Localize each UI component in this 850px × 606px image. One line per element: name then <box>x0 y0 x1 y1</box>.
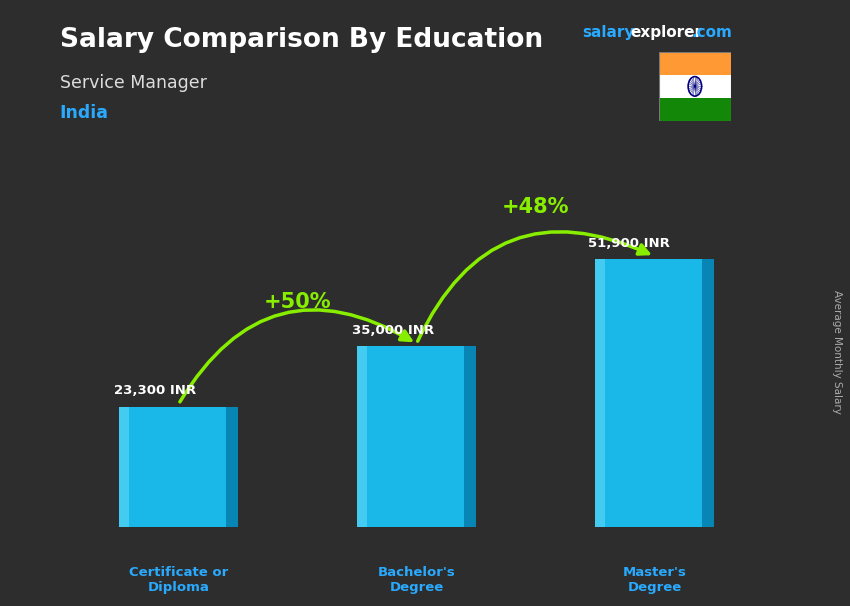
Text: India: India <box>60 104 109 122</box>
Text: Master's
Degree: Master's Degree <box>622 566 687 594</box>
Bar <box>702 259 714 527</box>
Text: 23,300 INR: 23,300 INR <box>114 384 196 398</box>
Text: 51,900 INR: 51,900 INR <box>588 237 670 250</box>
Text: salary: salary <box>582 25 635 41</box>
Bar <box>659 98 731 121</box>
Bar <box>595 259 714 527</box>
Bar <box>464 346 476 527</box>
Text: .com: .com <box>692 25 733 41</box>
Text: Average Monthly Salary: Average Monthly Salary <box>832 290 842 413</box>
Text: +50%: +50% <box>264 292 332 312</box>
Text: Service Manager: Service Manager <box>60 74 207 92</box>
Text: 35,000 INR: 35,000 INR <box>352 324 434 337</box>
FancyArrowPatch shape <box>180 310 411 402</box>
Bar <box>119 407 238 527</box>
Bar <box>119 407 128 527</box>
Bar <box>226 407 238 527</box>
FancyArrowPatch shape <box>417 231 649 341</box>
Text: Certificate or
Diploma: Certificate or Diploma <box>129 566 228 594</box>
Bar <box>659 75 731 98</box>
Bar <box>357 346 366 527</box>
Text: Bachelor's
Degree: Bachelor's Degree <box>377 566 456 594</box>
Bar <box>659 52 731 75</box>
Text: explorer: explorer <box>631 25 703 41</box>
Text: +48%: +48% <box>502 198 570 218</box>
Bar <box>595 259 604 527</box>
Bar <box>357 346 476 527</box>
Text: Salary Comparison By Education: Salary Comparison By Education <box>60 27 542 53</box>
